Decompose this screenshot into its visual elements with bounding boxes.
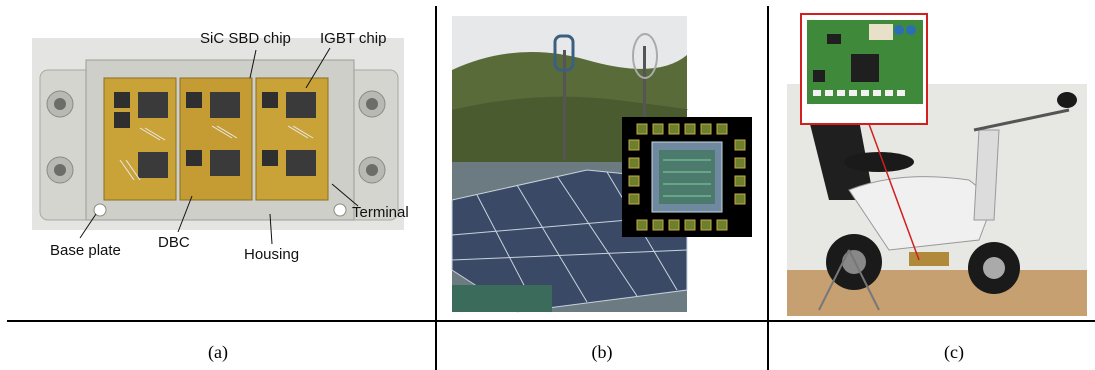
label-housing: Housing <box>244 246 299 263</box>
label-igbt-chip: IGBT chip <box>320 30 386 47</box>
electric-scooter-image <box>769 0 1095 320</box>
igbt-module-image <box>0 0 435 320</box>
label-dbc: DBC <box>158 234 190 251</box>
caption-a: (a) <box>188 342 248 363</box>
label-sic-sbd-chip: SiC SBD chip <box>200 30 291 47</box>
caption-b: (b) <box>572 342 632 363</box>
panel-b <box>437 0 767 320</box>
caption-divider <box>7 320 1095 322</box>
caption-c: (c) <box>924 342 984 363</box>
panel-a: SiC SBD chip IGBT chip Terminal Base pla… <box>0 0 435 320</box>
renewable-energy-image <box>437 0 767 320</box>
panel-c <box>769 0 1095 320</box>
label-base-plate: Base plate <box>50 242 121 259</box>
label-terminal: Terminal <box>352 204 409 221</box>
